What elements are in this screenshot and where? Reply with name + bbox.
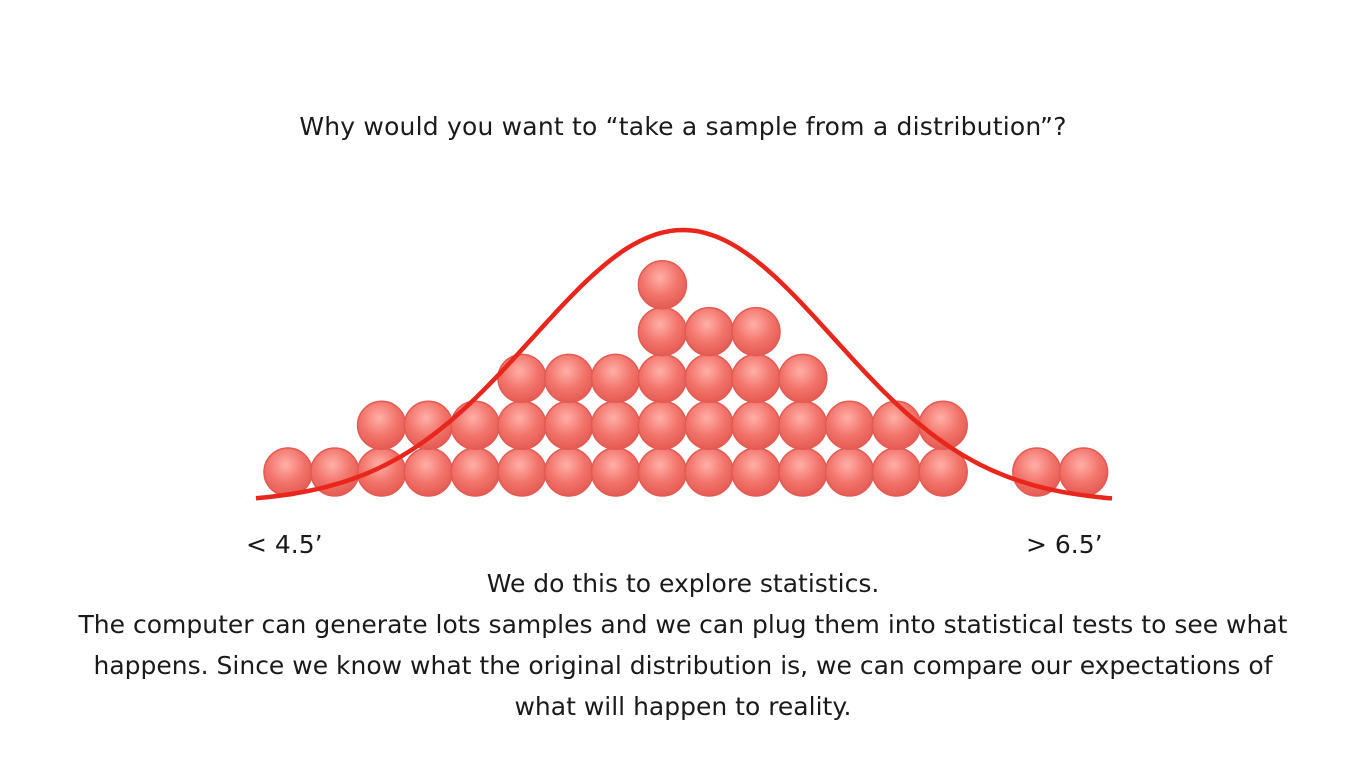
sample-dot (778, 447, 828, 497)
sample-dot (1058, 447, 1109, 497)
sample-dots (263, 260, 1109, 497)
sample-dot (450, 400, 500, 450)
sample-dot (684, 306, 734, 357)
sample-dot (824, 447, 875, 497)
sample-dot (590, 353, 641, 404)
sample-dot (731, 400, 781, 450)
slide-question: Why would you want to “take a sample fro… (299, 112, 1067, 141)
right-axis-label: > 6.5’ (1026, 530, 1103, 559)
answer-line: We do this to explore statistics. (486, 569, 880, 598)
sample-dot (731, 447, 781, 497)
sample-dot (637, 353, 688, 404)
sample-dot (684, 353, 734, 404)
sample-dot (497, 353, 547, 404)
sample-dot (731, 353, 781, 404)
sample-dot (871, 400, 922, 450)
sample-dot (497, 400, 547, 450)
sample-dot (544, 400, 594, 450)
sample-dot (544, 353, 594, 404)
sample-dot (263, 447, 313, 497)
sample-dot (403, 447, 454, 497)
sample-dot (778, 353, 828, 404)
sample-dot (637, 400, 688, 450)
sample-dot (544, 447, 594, 497)
sample-dot (871, 447, 922, 497)
left-axis-label: < 4.5’ (246, 530, 323, 559)
sample-dot (731, 306, 781, 357)
normal-curve (255, 227, 1113, 501)
sample-dot (590, 447, 641, 497)
sample-dot (637, 306, 688, 357)
sample-dot (778, 400, 828, 450)
sample-dot (684, 447, 734, 497)
slide-answer: We do this to explore statistics. The co… (0, 563, 1366, 727)
sample-dot (497, 447, 547, 497)
sample-dot (590, 400, 641, 450)
sample-dot (356, 400, 407, 450)
sample-dot (637, 447, 688, 497)
sample-dot (450, 447, 500, 497)
sample-dot (824, 400, 875, 450)
sample-dot (637, 260, 688, 310)
answer-line: happens. Since we know what the original… (93, 651, 1273, 680)
sample-dot (684, 400, 734, 450)
answer-line: what will happen to reality. (514, 692, 852, 721)
answer-line: The computer can generate lots samples a… (78, 610, 1288, 639)
